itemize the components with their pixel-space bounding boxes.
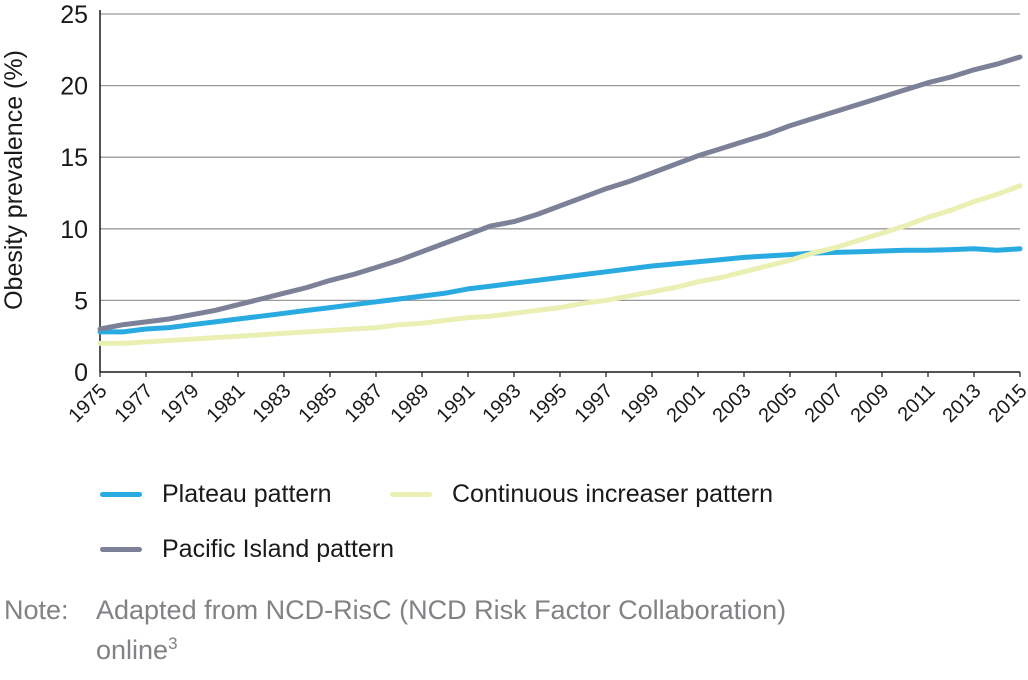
x-tick-label: 2013 <box>939 380 986 427</box>
legend-item-pacific: Pacific Island pattern <box>100 535 394 564</box>
x-tick-label: 1981 <box>203 380 250 427</box>
x-tick-labels: 1975197719791981198319851987198919911993… <box>65 380 1028 427</box>
grid-lines <box>100 13 1020 302</box>
note-line-1: Note: Adapted from NCD-RisC (NCD Risk Fac… <box>4 590 786 630</box>
series-line-continuous-increaser <box>97 183 1023 346</box>
x-tick-label: 1991 <box>433 380 480 427</box>
x-tick-label: 2015 <box>985 380 1028 427</box>
series-lines <box>97 54 1023 346</box>
axes <box>99 10 1021 377</box>
x-tick-label: 1975 <box>65 380 112 427</box>
legend-label-pacific: Pacific Island pattern <box>162 535 395 563</box>
legend-item-continuous: Continuous increaser pattern <box>390 480 773 509</box>
legend-swatch-plateau <box>100 492 142 497</box>
x-tick-label: 2001 <box>663 380 710 427</box>
x-tick-label: 1977 <box>111 380 158 427</box>
x-tick-label: 1997 <box>571 380 618 427</box>
y-tick-labels: 0 5 10 15 20 25 <box>60 1 88 387</box>
series-line-plateau <box>97 246 1023 335</box>
y-tick-label: 10 <box>60 216 88 244</box>
note-text-1: Adapted from NCD-RisC (NCD Risk Factor C… <box>96 595 787 625</box>
legend-label-plateau: Plateau pattern <box>162 480 332 508</box>
legend-label-continuous: Continuous increaser pattern <box>452 480 774 508</box>
x-tick-label: 1999 <box>617 380 664 427</box>
note-prefix: Note: <box>4 595 69 625</box>
y-tick-label: 20 <box>60 73 88 101</box>
y-tick-label: 0 <box>74 359 88 387</box>
x-tick-label: 2009 <box>847 380 894 427</box>
y-tick-label: 5 <box>74 287 88 315</box>
note-line-2: online3 <box>4 630 786 670</box>
note-text-2: online <box>96 635 169 665</box>
y-tick-label: 25 <box>60 1 88 29</box>
legend-item-plateau: Plateau pattern <box>100 480 332 509</box>
x-tick-label: 1983 <box>249 380 296 427</box>
x-tick-label: 2007 <box>801 380 848 427</box>
x-tick-label: 2003 <box>709 380 756 427</box>
x-tick-label: 1995 <box>525 380 572 427</box>
x-tick-label: 2011 <box>894 380 940 426</box>
note-superscript: 3 <box>168 634 178 653</box>
x-tick-label: 1993 <box>479 380 526 427</box>
legend-swatch-pacific <box>100 547 142 552</box>
legend-swatch-continuous <box>390 492 432 497</box>
x-tick-label: 1989 <box>387 380 434 427</box>
y-tick-label: 15 <box>60 144 88 172</box>
x-tick-label: 2005 <box>755 380 802 427</box>
series-line-pacific-island <box>97 54 1023 332</box>
x-tick-label: 1979 <box>157 380 204 427</box>
x-tick-label: 1987 <box>341 380 388 427</box>
source-note: Note: Adapted from NCD-RisC (NCD Risk Fac… <box>4 590 786 670</box>
y-axis-label: Obesity prevalence (%) <box>0 50 28 310</box>
x-tick-label: 1985 <box>295 380 342 427</box>
